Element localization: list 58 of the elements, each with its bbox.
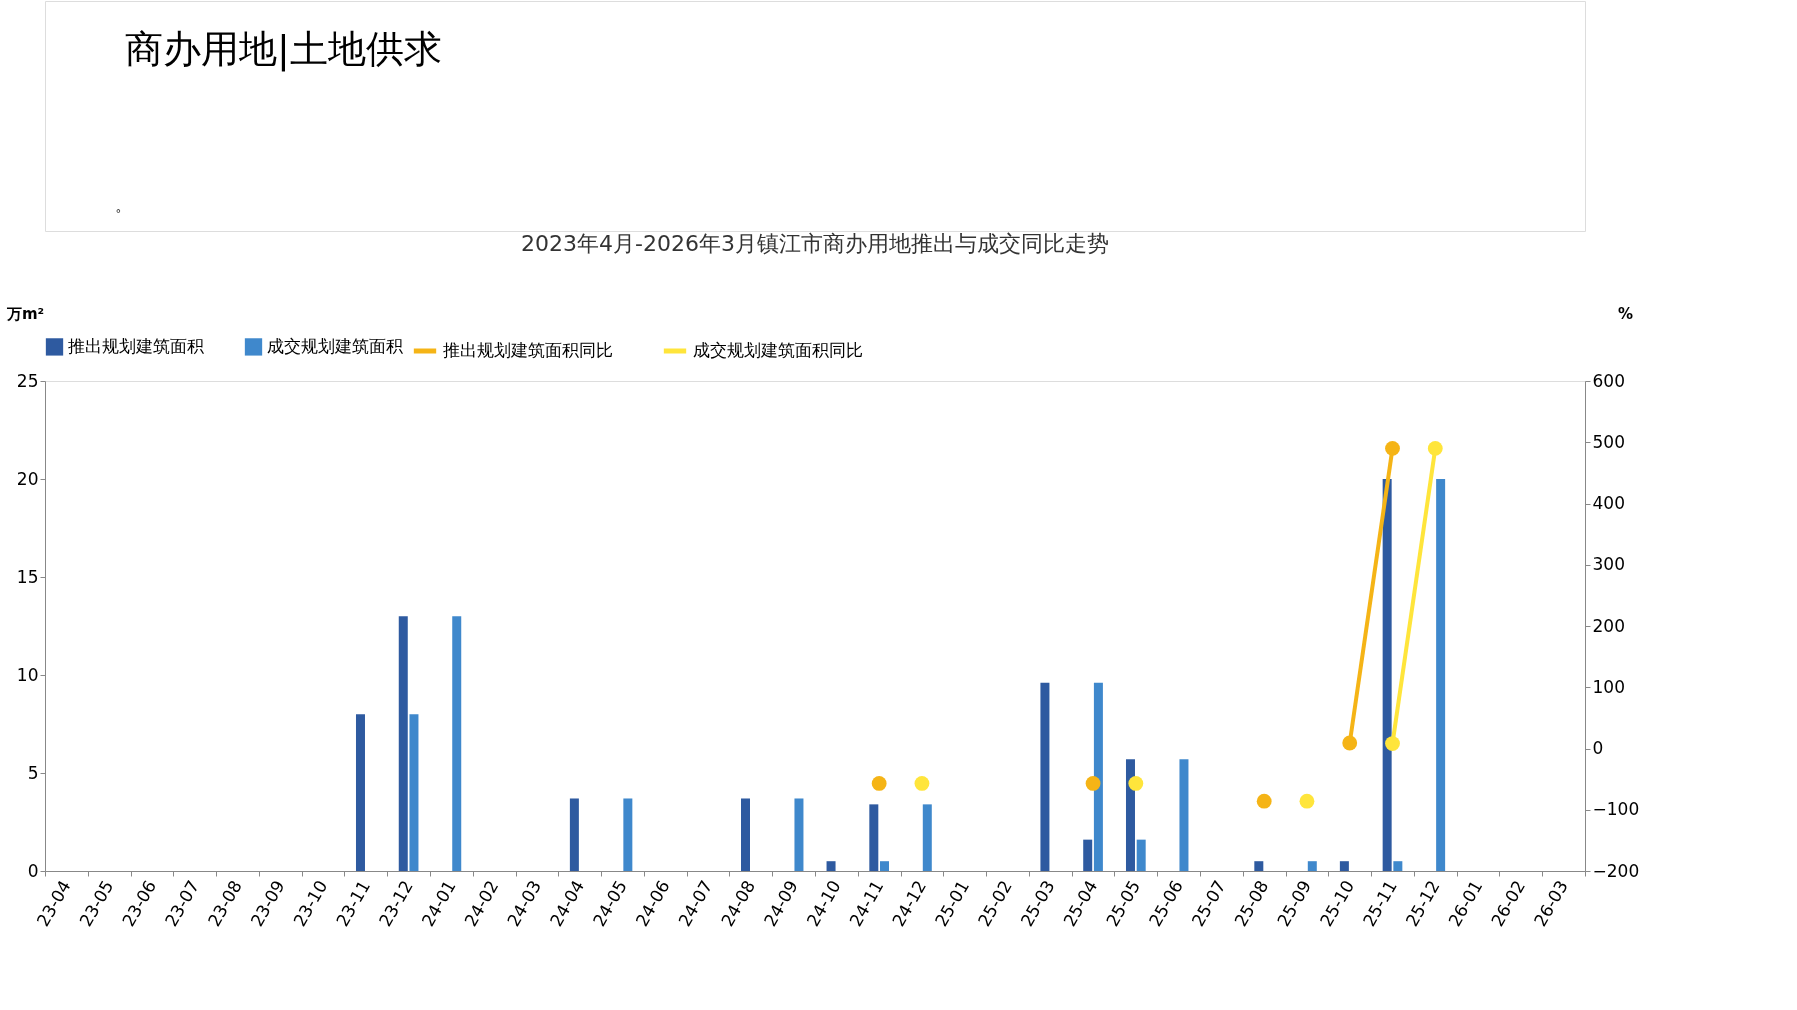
y-tick-label: 5 <box>27 762 39 783</box>
y2-tick-label: 400 <box>1592 493 1625 513</box>
y2-tick-label: 300 <box>1592 554 1625 575</box>
bar <box>922 804 932 871</box>
y2-tick-label: 0 <box>1592 738 1604 758</box>
point <box>914 776 930 791</box>
point <box>1427 440 1443 456</box>
point <box>1385 736 1400 751</box>
bar <box>880 861 890 871</box>
bar <box>1382 479 1392 871</box>
point <box>1299 793 1315 809</box>
bar <box>1125 759 1135 871</box>
y2-tick-label: 600 <box>1592 370 1625 391</box>
bar <box>1179 759 1189 871</box>
y2-tick-label: −100 <box>1592 799 1640 820</box>
y-tick-label: 25 <box>16 370 39 391</box>
chart-title: 2023年4月-2026年3月镇江市商办用地推出与成交同比走势 <box>521 231 1109 256</box>
bar <box>1093 682 1103 871</box>
y-tick-label: 10 <box>16 664 39 685</box>
y-tick-label: 20 <box>16 468 39 489</box>
bar <box>1083 839 1093 871</box>
y2-tick-label: 500 <box>1592 431 1625 452</box>
bar <box>452 616 462 871</box>
bar <box>1136 839 1146 871</box>
point <box>1085 776 1101 791</box>
legend-label: 成交规划建筑面积 <box>267 335 403 356</box>
bar <box>869 804 879 871</box>
bar <box>740 798 750 871</box>
legend-label: 推出规划建筑面积 <box>68 335 204 356</box>
y-axis-title: 万m² <box>5 304 45 323</box>
y2-tick-label: 100 <box>1592 676 1625 697</box>
bar <box>398 616 408 871</box>
bar <box>794 798 804 871</box>
bar <box>1254 861 1264 871</box>
text: 商办用地|土地供求 <box>125 27 442 72</box>
bar <box>569 798 579 871</box>
bar <box>623 798 633 871</box>
bar <box>1307 861 1317 871</box>
bar <box>826 861 836 871</box>
bar <box>1393 861 1403 871</box>
point <box>871 776 887 791</box>
y-tick-label: 0 <box>27 860 39 881</box>
bar <box>355 714 365 871</box>
y2-tick-label: 200 <box>1592 615 1625 636</box>
point <box>1385 440 1400 456</box>
bar <box>1436 479 1446 871</box>
text: 。 <box>115 196 131 215</box>
legend-label: 成交规划建筑面积同比 <box>693 340 863 360</box>
bar <box>1040 682 1050 871</box>
point <box>1128 776 1144 791</box>
y2-axis-title: % <box>1617 304 1634 323</box>
bar <box>1339 861 1349 871</box>
bar <box>409 714 419 871</box>
point <box>1256 793 1272 809</box>
y-tick-label: 15 <box>16 566 39 587</box>
legend-label: 推出规划建筑面积同比 <box>443 340 613 360</box>
point <box>1342 735 1358 751</box>
y2-tick-label: −200 <box>1592 860 1640 881</box>
